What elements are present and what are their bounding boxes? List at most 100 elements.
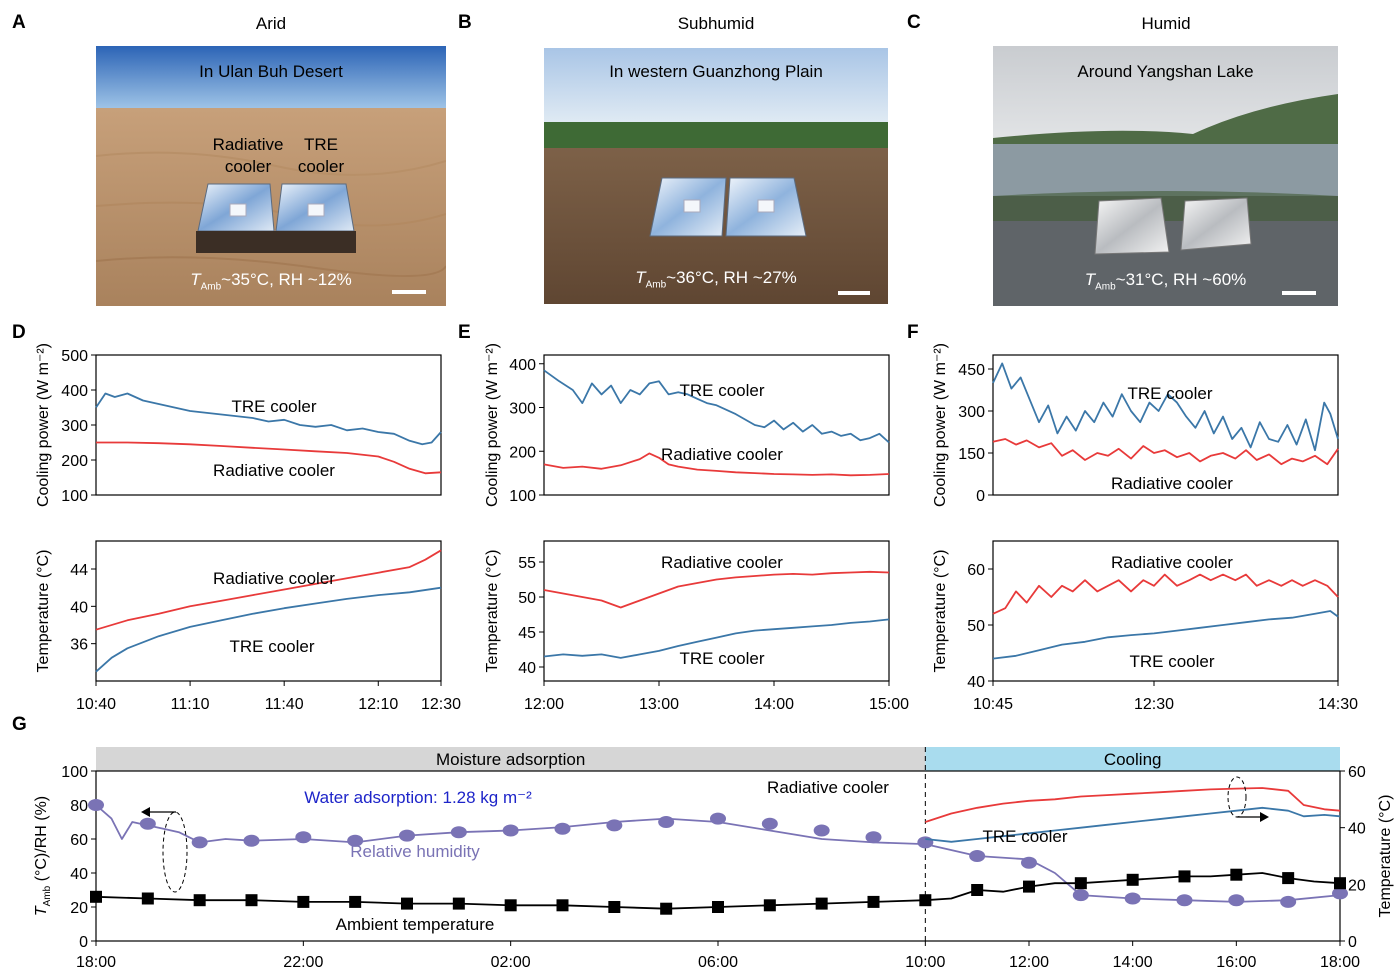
D-power-series-tre: [95, 392, 442, 446]
g-marker-ambient: [919, 894, 932, 907]
photo-a-conditions: TAmb~35°C, RH ~12%: [190, 270, 352, 293]
D-power-label-tre: TRE cooler: [231, 397, 316, 416]
g-xtick-label: 12:00: [1009, 954, 1049, 971]
g-marker-rh: [295, 831, 312, 844]
g-xtick-label: 18:00: [76, 954, 116, 971]
F-power-ytick-label: 150: [958, 446, 985, 463]
g-ytick-left-label: 80: [70, 798, 88, 815]
g-phase-label-0: Moisture adsorption: [436, 750, 585, 769]
D-temp-label-tre: TRE cooler: [229, 637, 314, 656]
panel-title-humid: Humid: [1141, 14, 1191, 33]
panel-letter-e: E: [458, 322, 471, 343]
F-power-series-tre: [992, 362, 1339, 452]
g-marker-rh: [969, 850, 986, 862]
photo-c-location: Around Yangshan Lake: [1077, 62, 1254, 81]
D-power-ytick-label: 200: [61, 453, 88, 470]
g-marker-rh: [658, 816, 675, 828]
photo-a-tre-label: TRE cooler: [297, 135, 345, 176]
g-marker-rh: [865, 831, 882, 844]
g-xtick-label: 22:00: [283, 954, 323, 971]
photo-lake: Around Yangshan Lake TAmb~31°C, RH ~60%: [993, 46, 1338, 306]
D-temp-frame: [95, 540, 442, 682]
D-temp-xtick-label: 11:40: [265, 696, 304, 713]
g-marker-ambient: [763, 899, 776, 912]
F-temp-ytick-label: 60: [967, 562, 985, 579]
E-temp-xtick-label: 15:00: [869, 696, 909, 713]
F-power-label-rad: Radiative cooler: [1111, 474, 1233, 493]
g-marker-rh: [450, 826, 467, 839]
F-temp-xtick-label: 14:30: [1318, 696, 1358, 713]
g-frame: [95, 770, 1341, 942]
D-power-ytick-label: 400: [61, 383, 88, 400]
D-power-ytick-label: 100: [61, 488, 88, 505]
E-power-ytick-label: 200: [509, 444, 536, 461]
E-power-frame: [543, 354, 890, 496]
g-marker-ambient: [1230, 868, 1243, 881]
E-power-ytick-label: 100: [509, 488, 536, 505]
g-marker-rh: [1176, 894, 1193, 907]
D-temp-ytick-label: 40: [70, 599, 88, 616]
panel-letter-d: D: [12, 322, 26, 343]
E-temp-xtick-label: 13:00: [639, 696, 679, 713]
g-marker-rh: [502, 824, 519, 837]
g-marker-ambient: [90, 890, 102, 903]
F-power-ytick-label: 0: [976, 488, 985, 505]
g-ytick-right-label: 40: [1348, 821, 1366, 838]
g-ytick-right-label: 60: [1348, 764, 1366, 781]
E-power-ytick-label: 400: [509, 357, 536, 374]
g-marker-ambient: [1282, 872, 1295, 885]
F-temp-frame: [992, 540, 1339, 682]
g-ylabel-left-t: T: [33, 905, 50, 916]
g-marker-ambient: [608, 901, 621, 913]
g-xtick-label: 18:00: [1320, 954, 1360, 971]
F-temp-xtick-label: 12:30: [1134, 696, 1174, 713]
D-temp-xtick-label: 12:30: [421, 696, 461, 713]
g-marker-ambient: [401, 897, 413, 910]
g-marker-ambient: [349, 895, 362, 908]
g-xtick-label: 06:00: [698, 954, 738, 971]
E-temp-ytick-label: 50: [518, 590, 536, 607]
panel-title-arid: Arid: [255, 14, 287, 33]
g-ytick-left-label: 0: [79, 934, 88, 951]
panel-letter-f: F: [907, 322, 919, 343]
g-ytick-right-label: 20: [1348, 877, 1366, 894]
D-temp-xtick-label: 11:10: [171, 696, 210, 713]
panel-letter-g: G: [12, 714, 27, 735]
E-temp-ytick-label: 55: [518, 555, 536, 572]
g-ytick-left-label: 40: [70, 866, 88, 883]
D-temp-label-rad: Radiative cooler: [213, 569, 335, 588]
g-phase-label-1: Cooling: [1104, 750, 1162, 769]
D-temp-xtick-label: 12:10: [358, 696, 398, 713]
E-temp-series-tre: [543, 618, 890, 659]
F-temp-xtick-label: 10:45: [973, 696, 1013, 713]
g-marker-rh: [554, 822, 571, 835]
g-marker-ambient: [1178, 870, 1191, 883]
E-temp-series-radiative: [543, 570, 890, 609]
g-ytick-left-label: 60: [70, 832, 88, 849]
g-xtick-label: 02:00: [491, 954, 531, 971]
g-phase-bar-0: [96, 747, 926, 771]
photo-a-radiative-label: Radiative cooler: [212, 135, 284, 176]
E-temp-ylabel: Temperature (°C): [484, 550, 501, 673]
g-marker-ambient: [556, 899, 569, 912]
g-marker-rh: [917, 836, 934, 849]
g-marker-rh: [139, 817, 156, 830]
D-temp-series-radiative: [95, 549, 442, 631]
g-ytick-left-label: 20: [70, 900, 88, 917]
E-temp-frame: [543, 540, 890, 682]
g-marker-rh: [710, 812, 726, 825]
F-temp-ytick-label: 40: [967, 674, 985, 691]
E-power-series-radiative: [543, 452, 890, 477]
F-power-ylabel: Cooling power (W m⁻²): [932, 343, 949, 507]
g-arrow-left-head: [141, 807, 150, 817]
g-series-radiative-cooler: [925, 787, 1341, 823]
E-power-series-tre: [543, 369, 890, 444]
g-marker-rh: [191, 836, 208, 849]
g-annotation-rh: Relative humidity: [350, 842, 480, 861]
g-annotation-tre: TRE cooler: [982, 827, 1067, 846]
E-temp-label-rad: Radiative cooler: [661, 553, 783, 572]
g-marker-ambient: [141, 892, 154, 905]
D-power-ytick-label: 300: [61, 418, 88, 435]
F-power-ytick-label: 450: [958, 362, 985, 379]
